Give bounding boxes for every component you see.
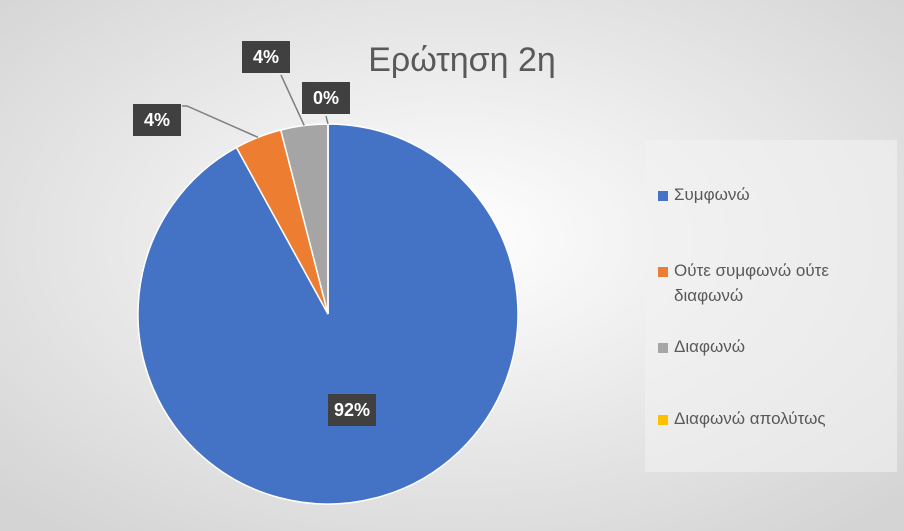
- chart-title: Ερώτηση 2η: [368, 41, 556, 79]
- leader-line: [325, 115, 329, 125]
- data-label-box: [242, 41, 290, 73]
- legend-label: Ούτε συμφωνώ ούτε διαφωνώ: [674, 261, 829, 305]
- data-label-box: [328, 394, 376, 426]
- legend-line: διαφωνώ: [674, 286, 743, 305]
- data-label-box: [302, 82, 350, 114]
- leader-line: [182, 105, 259, 139]
- data-label: 0%: [313, 88, 339, 108]
- data-label: 4%: [253, 47, 279, 67]
- legend-line: Διαφωνώ: [674, 337, 745, 356]
- legend-swatch: [658, 415, 668, 425]
- legend-label: Συμφωνώ: [674, 185, 750, 204]
- legend-swatch: [658, 191, 668, 201]
- data-label: 4%: [144, 110, 170, 130]
- leader-line: [280, 74, 305, 126]
- legend-line: Ούτε συμφωνώ ούτε: [674, 261, 829, 280]
- legend-line: Διαφωνώ απολύτως: [674, 409, 826, 428]
- data-label: 92%: [334, 400, 370, 420]
- legend-swatch: [658, 343, 668, 353]
- legend-label: Διαφωνώ απολύτως: [674, 409, 826, 428]
- legend-box: [645, 140, 897, 472]
- legend-line: Συμφωνώ: [674, 185, 750, 204]
- legend-label: Διαφωνώ: [674, 337, 745, 356]
- data-label-box: [133, 104, 181, 136]
- legend-swatch: [658, 267, 668, 277]
